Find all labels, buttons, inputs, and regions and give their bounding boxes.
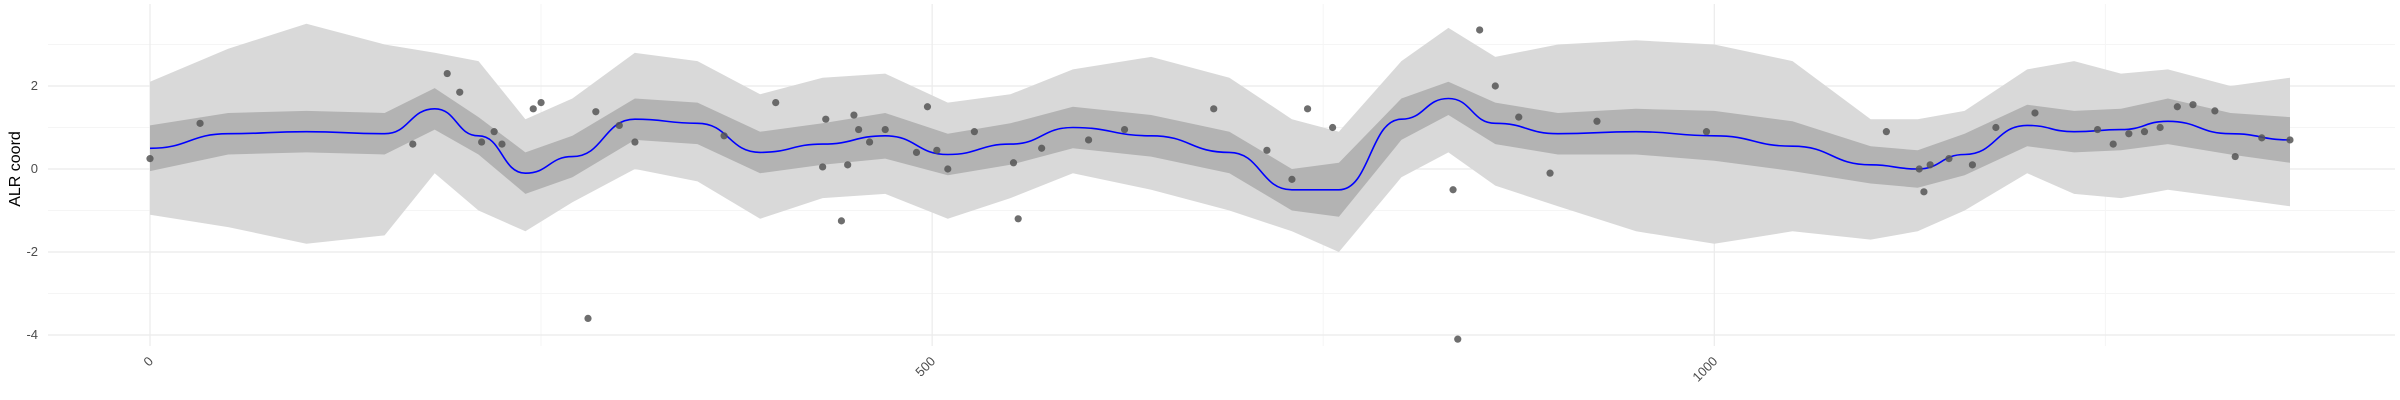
- data-point: [529, 105, 537, 113]
- data-point: [819, 163, 827, 171]
- data-point: [2173, 103, 2181, 111]
- data-point: [865, 138, 874, 146]
- data-point: [933, 146, 941, 154]
- data-point: [615, 121, 623, 130]
- data-point: [1992, 123, 2000, 132]
- data-point: [584, 314, 592, 322]
- data-point: [1009, 159, 1018, 167]
- observation-points: [146, 26, 2294, 343]
- data-point: [944, 165, 952, 173]
- y-axis-title: ALR coord: [7, 131, 24, 207]
- confidence-bands: [150, 23, 2290, 252]
- data-point: [881, 125, 889, 134]
- data-point: [850, 111, 858, 119]
- data-point: [2140, 128, 2149, 136]
- data-point: [1449, 186, 1457, 194]
- y-axis-tick-labels: -4 -2 0 2: [26, 78, 38, 342]
- data-point: [822, 115, 830, 123]
- y-tick-label: 0: [31, 161, 38, 176]
- data-point: [720, 132, 728, 140]
- data-point: [1038, 144, 1046, 152]
- data-point: [2258, 134, 2266, 142]
- data-point: [1329, 123, 1337, 132]
- data-point: [1210, 105, 1218, 113]
- mean-line-layer: [149, 97, 2291, 191]
- data-point: [1915, 165, 1923, 173]
- inner-confidence-band: [150, 81, 2290, 217]
- data-point: [443, 69, 451, 78]
- data-point: [844, 161, 852, 169]
- data-point: [1303, 105, 1312, 113]
- data-point: [970, 128, 978, 136]
- data-point: [2189, 101, 2197, 109]
- data-point: [1515, 113, 1523, 121]
- data-point: [2156, 123, 2164, 132]
- y-tick-label: -2: [26, 244, 38, 259]
- data-point: [1263, 146, 1271, 154]
- data-point: [631, 138, 639, 146]
- data-point: [409, 140, 417, 148]
- y-tick-label: -4: [26, 327, 38, 342]
- data-point: [855, 125, 863, 134]
- data-point: [2211, 107, 2219, 115]
- data-point: [1476, 26, 1484, 34]
- data-point: [1882, 128, 1890, 136]
- data-point: [146, 155, 154, 163]
- data-point: [2125, 130, 2133, 138]
- data-point: [2109, 140, 2117, 148]
- data-point: [1926, 161, 1934, 169]
- data-point: [1014, 215, 1022, 223]
- data-point: [490, 128, 498, 136]
- data-point: [1593, 117, 1601, 125]
- data-point: [2093, 125, 2102, 134]
- data-point: [1945, 155, 1953, 163]
- data-point: [537, 99, 545, 107]
- data-point: [592, 108, 600, 116]
- data-point: [1968, 161, 1977, 169]
- data-point: [1084, 136, 1093, 144]
- data-point: [1702, 128, 1711, 136]
- data-point: [1491, 82, 1499, 90]
- data-point: [923, 103, 932, 111]
- data-point: [456, 88, 464, 96]
- data-point: [2286, 136, 2294, 144]
- data-point: [1546, 169, 1554, 177]
- data-point: [196, 119, 204, 127]
- mean-line: [149, 97, 2291, 191]
- data-point: [2231, 152, 2239, 161]
- data-point: [1454, 335, 1462, 343]
- data-point: [1288, 175, 1296, 183]
- data-point: [2031, 109, 2039, 117]
- data-point: [772, 99, 780, 107]
- data-point: [1120, 125, 1129, 134]
- data-point: [912, 148, 921, 156]
- data-point: [478, 138, 486, 146]
- y-tick-label: 2: [31, 78, 38, 93]
- data-point: [498, 140, 506, 148]
- data-point: [1920, 188, 1928, 196]
- data-point: [837, 217, 846, 225]
